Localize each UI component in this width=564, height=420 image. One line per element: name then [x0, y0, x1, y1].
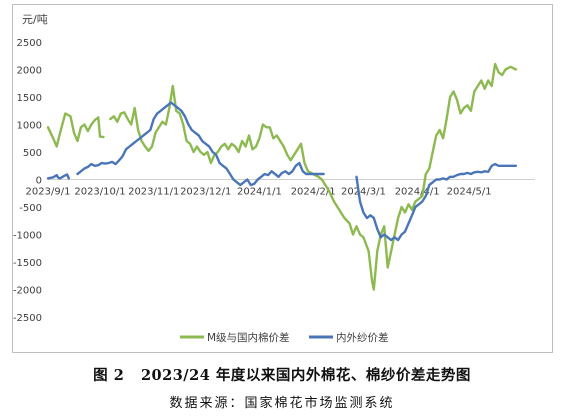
series-line-yarn-spread: [46, 173, 71, 180]
x-tick-label: 2023/11/1: [128, 187, 179, 198]
y-tick-label: 1000: [17, 121, 42, 132]
line-chart: 元/吨 -2500 -2000 -1500 -1000 -500 0 500 1000 1500…: [12, 4, 553, 353]
figure-caption-label: 图 2: [93, 367, 125, 384]
x-tick-label: 2024/2/1: [291, 187, 336, 198]
y-tick-label: 2500: [17, 38, 42, 49]
figure-caption: 图 2 2023/24 年度以来国内外棉花、棉纱价差走势图: [0, 364, 564, 385]
y-tick-label: -1000: [13, 231, 42, 242]
y-tick-label: 500: [23, 148, 42, 159]
chart-frame: [12, 4, 553, 353]
y-tick-label: 1500: [17, 93, 42, 104]
legend: M级与国内棉价差 内外纱价差: [180, 331, 389, 344]
x-tick-label: 2023/9/1: [26, 187, 71, 198]
x-tick-label: 2024/1/1: [237, 187, 282, 198]
x-tick-label: 2024/4/1: [395, 187, 440, 198]
x-tick-label: 2023/10/1: [74, 187, 125, 198]
series-line-yarn-spread: [355, 162, 518, 242]
legend-label-m-grade: M级与国内棉价差: [207, 331, 290, 344]
figure-caption-text: 2023/24 年度以来国内外棉花、棉纱价差走势图: [140, 367, 471, 384]
x-tick-label: 2024/5/1: [447, 187, 492, 198]
y-tick-label: -2500: [13, 313, 42, 324]
data-source-note: 数据来源：国家棉花市场监测系统: [169, 396, 395, 411]
x-tick-label: 2024/3/1: [341, 187, 386, 198]
series-line-yarn-spread: [76, 101, 325, 187]
y-axis-unit-label: 元/吨: [22, 13, 48, 26]
y-axis-ticks: -2500 -2000 -1500 -1000 -500 0 500 1000 1500 2000…: [13, 38, 42, 324]
y-tick-label: -500: [19, 203, 42, 214]
y-tick-label: -2000: [13, 286, 42, 297]
x-axis-ticks: 2023/9/1 2023/10/1 2023/11/1 2023/12/1 2024/…: [26, 187, 492, 198]
series-line-m-grade-spread: [46, 112, 105, 148]
legend-label-yarn: 内外纱价差: [336, 331, 389, 344]
y-tick-label: 0: [36, 176, 42, 187]
y-tick-label: 2000: [17, 66, 42, 77]
series-layer: [46, 62, 518, 291]
x-tick-label: 2023/12/1: [180, 187, 231, 198]
y-tick-label: -1500: [13, 258, 42, 269]
